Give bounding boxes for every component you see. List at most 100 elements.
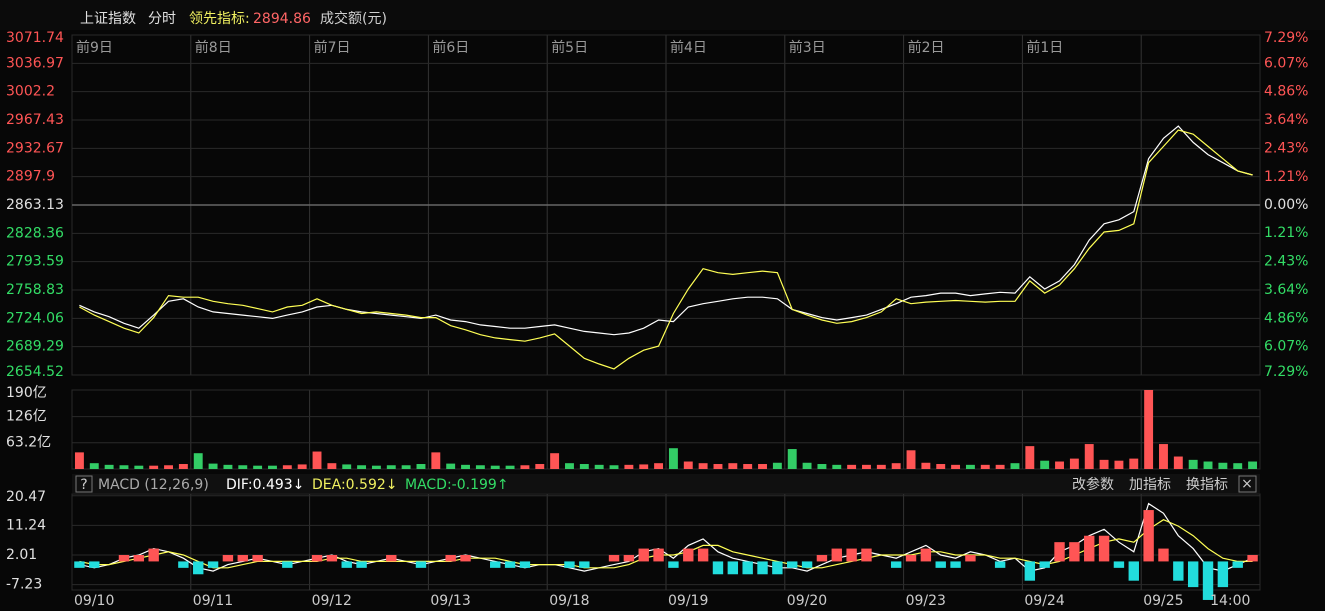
macd-bar [460,555,471,562]
volume-bar [550,453,560,469]
volume-bar [89,463,99,469]
macd-bar [1039,561,1050,568]
volume-bar [134,465,144,469]
x-tick-label: 09/18 [549,593,589,609]
y2-tick-label: 4.86% [1264,84,1308,100]
volume-bar [282,465,292,469]
x-tick-label: 09/12 [312,593,352,609]
volume-bar [297,464,307,469]
y-tick-label: 2724.06 [6,310,64,326]
y-tick-label: 3036.97 [6,55,64,71]
volume-bar [416,464,426,469]
volume-bar [193,453,203,469]
macd-bar [757,561,768,575]
macd-bar [1084,535,1095,562]
day-label: 前7日 [314,39,351,56]
volume-bar [891,463,901,469]
volume-bar [1099,459,1109,469]
volume-bar [1144,390,1154,469]
macd-bar [772,561,783,575]
volume-bar [1203,461,1213,469]
volume-bar [371,465,381,469]
volume-bar [936,464,946,469]
x-tick-label: 09/25 [1143,593,1183,609]
volume-bar [728,463,738,469]
day-label: 前2日 [908,39,945,56]
macd-bar [252,555,263,562]
macd-bar [326,555,338,562]
macd-bar [193,561,204,575]
volume-bar [149,465,159,469]
volume-bar [535,464,545,469]
volume-bar [639,464,649,469]
macd-bar [831,548,842,562]
y2-tick-label: 2.43% [1264,140,1308,156]
volume-bar [208,463,218,469]
volume-bar [921,462,931,469]
volume-bar [980,464,990,469]
volume-bar [951,464,961,469]
macd-bar [920,548,932,562]
macd-bar [504,561,516,568]
volume-bar [1010,463,1020,469]
macd-bar [638,548,649,562]
macd-bar [1202,561,1214,600]
x-tick-label: 09/24 [1024,593,1064,609]
volume-bar [342,464,352,469]
volume-bar [505,465,515,469]
volume-bar [965,464,975,469]
volume-bar [238,465,248,469]
day-label: 前1日 [1026,39,1063,56]
macd-bar [356,561,367,568]
y2-tick-label: 7.29% [1264,364,1308,380]
add-button[interactable]: 加指标 [1129,477,1171,493]
y-tick-label: 2932.67 [6,140,64,156]
y-tick-label: -7.23 [6,577,42,593]
y2-tick-label: 4.86% [1264,310,1308,326]
macd-bar [905,555,917,562]
macd-bar [222,555,234,562]
macd-bar [148,548,159,562]
volume-bar [490,465,500,469]
macd-bar [74,561,85,568]
y2-tick-label: 6.07% [1264,339,1308,355]
y-tick-label: 2897.9 [6,169,55,185]
day-label: 前6日 [432,39,469,56]
help[interactable]: ? [80,477,87,493]
volume-bar [817,464,827,469]
volume-bar [832,464,842,469]
close-box[interactable] [1238,475,1257,493]
y-tick-label: 11.24 [6,517,46,533]
price-line [79,125,1253,336]
day-label: 前5日 [551,39,588,56]
volume-bar [579,464,589,469]
macd-bar [207,561,219,568]
x-tick-label: 09/10 [74,593,114,609]
volume-bar [1114,460,1124,469]
y-tick-label: 3071.74 [6,30,64,46]
x-tick-label: 09/19 [668,593,708,609]
macd-bar [564,561,575,568]
volume-bar [520,465,530,469]
volume-bar [475,465,485,469]
header-bar [0,0,1325,30]
macd-bar [282,561,293,568]
volume-bar [386,465,396,469]
macd-bar [608,555,620,562]
close-button[interactable]: × [1241,476,1253,492]
volume-bar [594,464,604,469]
edit-button[interactable]: 改参数 [1072,476,1114,493]
volume-bar [104,464,114,469]
y2-tick-label: 1.21% [1264,169,1308,185]
macd-bar [816,555,828,562]
macd-bar [727,561,739,575]
y-tick-label: 2828.36 [6,225,64,241]
volume-bar [1248,461,1258,469]
volume-bar [668,448,678,469]
switch-button[interactable]: 换指标 [1186,476,1228,493]
help-box[interactable] [75,475,93,493]
macd-bar [801,561,813,568]
macd-bar [1113,561,1125,568]
macd-bar [1024,561,1036,581]
volume-bar [995,464,1005,469]
